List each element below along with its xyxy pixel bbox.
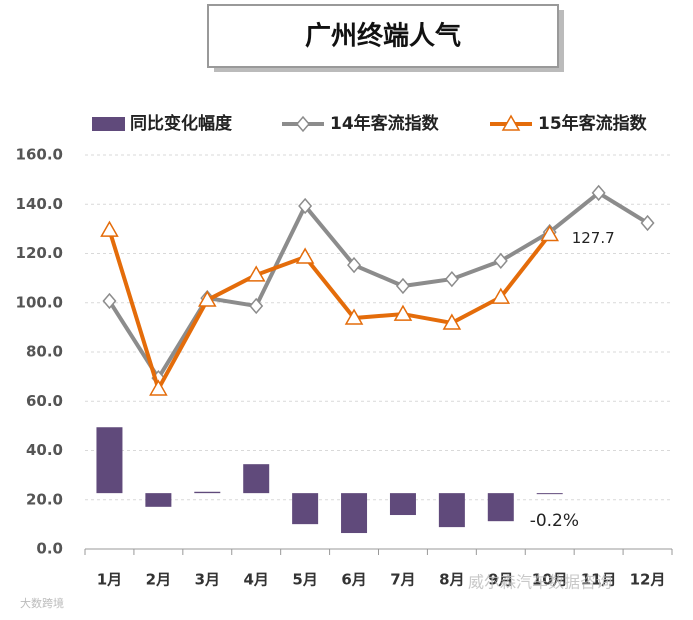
marker (395, 277, 410, 295)
bar (438, 493, 465, 528)
y-tick-label: 60.0 (26, 392, 63, 410)
marker (540, 225, 560, 242)
marker (295, 247, 315, 264)
marker (640, 214, 655, 232)
marker (442, 313, 462, 330)
bar (292, 493, 319, 525)
legend-marker (296, 115, 310, 133)
bar (243, 464, 270, 494)
watermark: 威尔森汽车数据咨询 (468, 573, 612, 592)
legend-marker (501, 114, 521, 131)
y-tick-label: 100.0 (16, 293, 63, 311)
x-tick-label: 5月 (292, 571, 317, 589)
y-tick-label: 40.0 (26, 441, 63, 459)
x-tick-label: 12月 (630, 571, 666, 589)
marker (197, 290, 217, 307)
x-tick-label: 2月 (146, 571, 171, 589)
y-tick-label: 160.0 (16, 146, 63, 164)
y-tick-label: 20.0 (26, 490, 63, 508)
legend-swatch (92, 117, 125, 131)
data-label: 127.7 (572, 229, 615, 247)
line (107, 229, 552, 395)
y-tick-label: 120.0 (16, 244, 63, 262)
marker (444, 270, 459, 288)
marker (246, 265, 266, 282)
marker (100, 220, 119, 237)
x-tick-label: 11月 (581, 571, 617, 589)
marker (591, 184, 606, 202)
data-label: -0.2% (530, 511, 579, 531)
x-tick-label: 4月 (243, 571, 268, 589)
x-tick-label: 9月 (488, 571, 513, 589)
legend-label: 同比变化幅度 (130, 113, 233, 134)
bar (341, 493, 368, 534)
marker (491, 287, 511, 304)
bar (389, 493, 416, 516)
y-tick-label: 140.0 (16, 195, 63, 213)
marker (493, 252, 508, 270)
bar (487, 493, 514, 522)
bar (96, 427, 123, 494)
x-tick-label: 1月 (97, 571, 122, 589)
x-tick-label: 8月 (439, 571, 464, 589)
x-tick-label: 7月 (390, 571, 415, 589)
title-box (207, 4, 559, 68)
x-tick-label: 10月 (532, 571, 568, 589)
line (107, 190, 649, 382)
legend-label: 15年客流指数 (538, 113, 648, 134)
marker (347, 256, 362, 274)
marker (149, 379, 168, 396)
bar (536, 493, 563, 495)
marker (102, 292, 117, 310)
legend-label: 14年客流指数 (330, 113, 440, 134)
chart-title: 广州终端人气 (305, 21, 461, 52)
y-tick-label: 0.0 (36, 540, 63, 558)
marker (249, 297, 264, 315)
watermark: 大数跨境 (20, 596, 64, 610)
marker (344, 308, 364, 325)
y-tick-label: 80.0 (26, 343, 63, 361)
bar (145, 493, 172, 507)
marker (393, 304, 413, 321)
x-tick-label: 3月 (195, 571, 220, 589)
x-tick-label: 6月 (341, 571, 366, 589)
marker (298, 197, 313, 215)
bar (194, 491, 221, 494)
